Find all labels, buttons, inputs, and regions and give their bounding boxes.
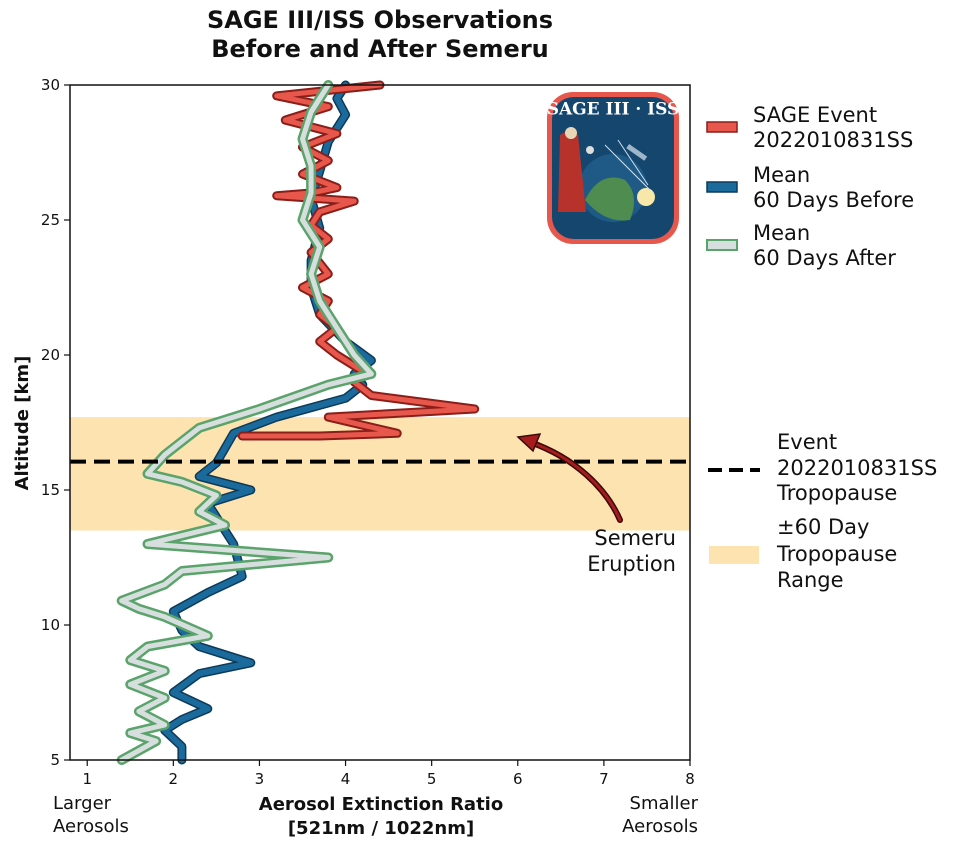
- x-tick-label: 7: [599, 770, 609, 788]
- legend-label-tropopause-line-1: Event: [777, 430, 837, 454]
- legend-label-tropopause-line-3: Tropopause: [776, 481, 897, 505]
- larger-aerosols-label-line-2: Aerosols: [53, 816, 129, 837]
- x-tick-label: 8: [685, 770, 695, 788]
- x-tick-label: 6: [513, 770, 523, 788]
- annotation-line-1: Semeru: [594, 526, 676, 550]
- smaller-aerosols-label-line-1: Smaller: [630, 793, 699, 814]
- legend-label-range-line-1: ±60 Day: [777, 515, 869, 539]
- y-tick-label: 15: [41, 481, 60, 499]
- legend-swatch-before: [706, 181, 738, 193]
- legend: SAGE Event 2022010831SS Mean 60 Days Bef…: [706, 103, 937, 592]
- badge-title: SAGE III · ISS: [547, 100, 680, 120]
- legend-swatch-sage-event: [706, 121, 738, 133]
- y-tick-label: 20: [41, 346, 60, 364]
- x-tick-label: 2: [169, 770, 179, 788]
- eruption-arrow-head: [516, 433, 542, 453]
- x-axis-label-line-2: [521nm / 1022nm]: [288, 818, 474, 839]
- x-axis-label-line-1: Aerosol Extinction Ratio: [259, 794, 503, 815]
- x-tick-label: 5: [427, 770, 437, 788]
- y-tick-label: 5: [50, 751, 60, 769]
- eruption-arrow-inner: [528, 440, 622, 522]
- legend-label-sage-event-line-2: 2022010831SS: [753, 128, 913, 152]
- chart-title-line-2: Before and After Semeru: [211, 35, 549, 63]
- sage-iii-iss-badge: SAGE III · ISS: [547, 92, 680, 244]
- series-line-sage-event: [239, 82, 478, 439]
- legend-label-sage-event-line-1: SAGE Event: [753, 103, 877, 127]
- legend-label-after-line-1: Mean: [753, 221, 810, 245]
- legend-label-range-line-3: Range: [777, 568, 844, 592]
- x-tick-label: 3: [255, 770, 265, 788]
- y-tick-label: 10: [41, 616, 60, 634]
- legend-label-after-line-2: 60 Days After: [753, 246, 896, 270]
- axes-frame: [69, 84, 691, 761]
- series-line-mean-60-days-after: [119, 82, 374, 763]
- legend-label-tropopause-line-2: 2022010831SS: [777, 456, 937, 480]
- legend-label-range-line-2: Tropopause: [776, 542, 897, 566]
- smaller-aerosols-label-line-2: Aerosols: [622, 816, 698, 837]
- ticks-layer: 1 2 3 4 5 6 7 8 5 10 15 20 25 30: [41, 76, 695, 788]
- chart-title-line-1: SAGE III/ISS Observations: [207, 6, 553, 34]
- x-tick-label: 1: [82, 770, 92, 788]
- legend-label-before-line-1: Mean: [753, 163, 810, 187]
- legend-label-before-line-2: 60 Days Before: [753, 188, 914, 212]
- y-tick-label: 30: [41, 76, 60, 94]
- y-axis-label: Altitude [km]: [12, 356, 33, 491]
- legend-swatch-range: [709, 546, 759, 564]
- annotation-line-2: Eruption: [587, 552, 676, 576]
- larger-aerosols-label-line-1: Larger: [53, 793, 112, 814]
- y-tick-label: 25: [41, 211, 60, 229]
- x-tick-label: 4: [341, 770, 351, 788]
- legend-swatch-after: [706, 239, 738, 251]
